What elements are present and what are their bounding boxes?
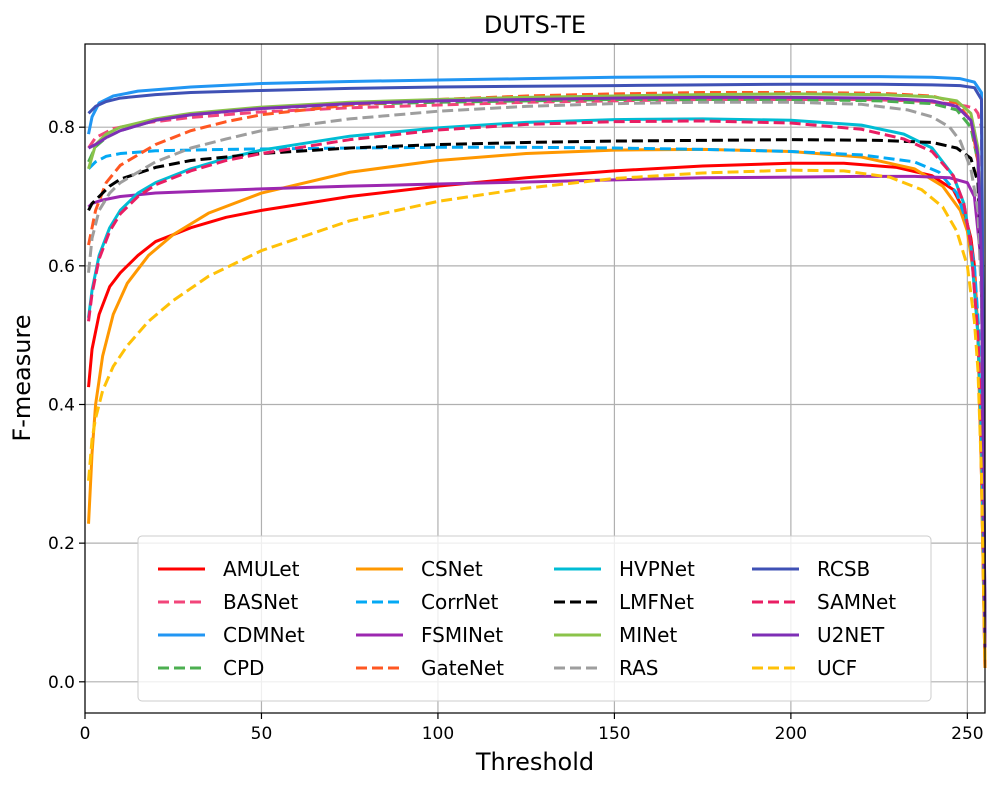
x-tick-label: 50 bbox=[251, 724, 273, 744]
y-tick-label: 0.4 bbox=[48, 395, 75, 415]
x-tick-label: 250 bbox=[951, 724, 983, 744]
x-tick-label: 0 bbox=[80, 724, 91, 744]
legend-label: SAMNet bbox=[817, 590, 896, 614]
legend-item-basnet: BASNet bbox=[158, 590, 298, 614]
legend-label: RCSB bbox=[817, 557, 870, 581]
legend-label: GateNet bbox=[421, 656, 504, 680]
legend-label: HVPNet bbox=[619, 557, 695, 581]
series-line-samnet bbox=[87, 119, 987, 648]
x-tick-label: 100 bbox=[422, 724, 454, 744]
legend-item-csnet: CSNet bbox=[356, 557, 483, 581]
legend-label: CSNet bbox=[421, 557, 483, 581]
legend-label: RAS bbox=[619, 656, 658, 680]
plot-frame bbox=[84, 43, 986, 714]
x-tick-label: 200 bbox=[775, 724, 807, 744]
legend-box bbox=[137, 535, 932, 702]
chart-title: DUTS-TE bbox=[484, 11, 586, 39]
y-tick-label: 0.2 bbox=[48, 534, 75, 554]
legend-item-amulet: AMULet bbox=[158, 557, 300, 581]
legend-label: CDMNet bbox=[223, 623, 305, 647]
series-line-minet bbox=[87, 92, 987, 648]
series-line-fsminet bbox=[87, 174, 987, 613]
legend-item-corrnet: CorrNet bbox=[356, 590, 499, 614]
series-line-cdmnet bbox=[87, 75, 987, 648]
legend-label: FSMINet bbox=[421, 623, 503, 647]
legend-label: LMFNet bbox=[619, 590, 694, 614]
legend-label: CPD bbox=[223, 656, 264, 680]
series-line-ras bbox=[87, 100, 987, 648]
legend-label: U2NET bbox=[817, 623, 885, 647]
y-tick-label: 0.6 bbox=[48, 257, 75, 277]
legend-item-lmfnet: LMFNet bbox=[554, 590, 694, 614]
series-line-rcsb bbox=[87, 82, 987, 648]
ticks: 0 50 100 150 200 250 0.0 0.2 0.4 0.6 0.8 bbox=[48, 118, 984, 744]
legend-label: AMULet bbox=[223, 557, 300, 581]
legend-item-minet: MINet bbox=[554, 623, 677, 647]
y-tick-label: 0.8 bbox=[48, 118, 75, 138]
series-line-ucf bbox=[87, 168, 987, 662]
legend-item-rcsb: RCSB bbox=[752, 557, 870, 581]
y-axis-label: F-measure bbox=[8, 314, 36, 441]
x-axis-label: Threshold bbox=[475, 748, 594, 776]
legend-item-cdmnet: CDMNet bbox=[158, 623, 305, 647]
legend-item-ras: RAS bbox=[554, 656, 658, 680]
series-line-u2net bbox=[87, 95, 987, 648]
legend-label: BASNet bbox=[223, 590, 298, 614]
legend-item-hvpnet: HVPNet bbox=[554, 557, 695, 581]
legend-item-ucf: UCF bbox=[752, 656, 857, 680]
x-tick-label: 150 bbox=[598, 724, 630, 744]
legend-item-cpd: CPD bbox=[158, 656, 264, 680]
legend-item-gatenet: GateNet bbox=[356, 656, 504, 680]
legend-item-u2net: U2NET bbox=[752, 623, 885, 647]
legend-label: UCF bbox=[817, 656, 857, 680]
legend-label: CorrNet bbox=[421, 590, 499, 614]
series-layer bbox=[87, 75, 987, 668]
y-tick-label: 0.0 bbox=[48, 673, 75, 693]
legend-label: MINet bbox=[619, 623, 677, 647]
legend-item-samnet: SAMNet bbox=[752, 590, 896, 614]
legend-item-fsminet: FSMINet bbox=[356, 623, 503, 647]
legend: AMULet BASNet CDMNet CPD CSNet CorrNet FSMINet… bbox=[137, 535, 932, 702]
